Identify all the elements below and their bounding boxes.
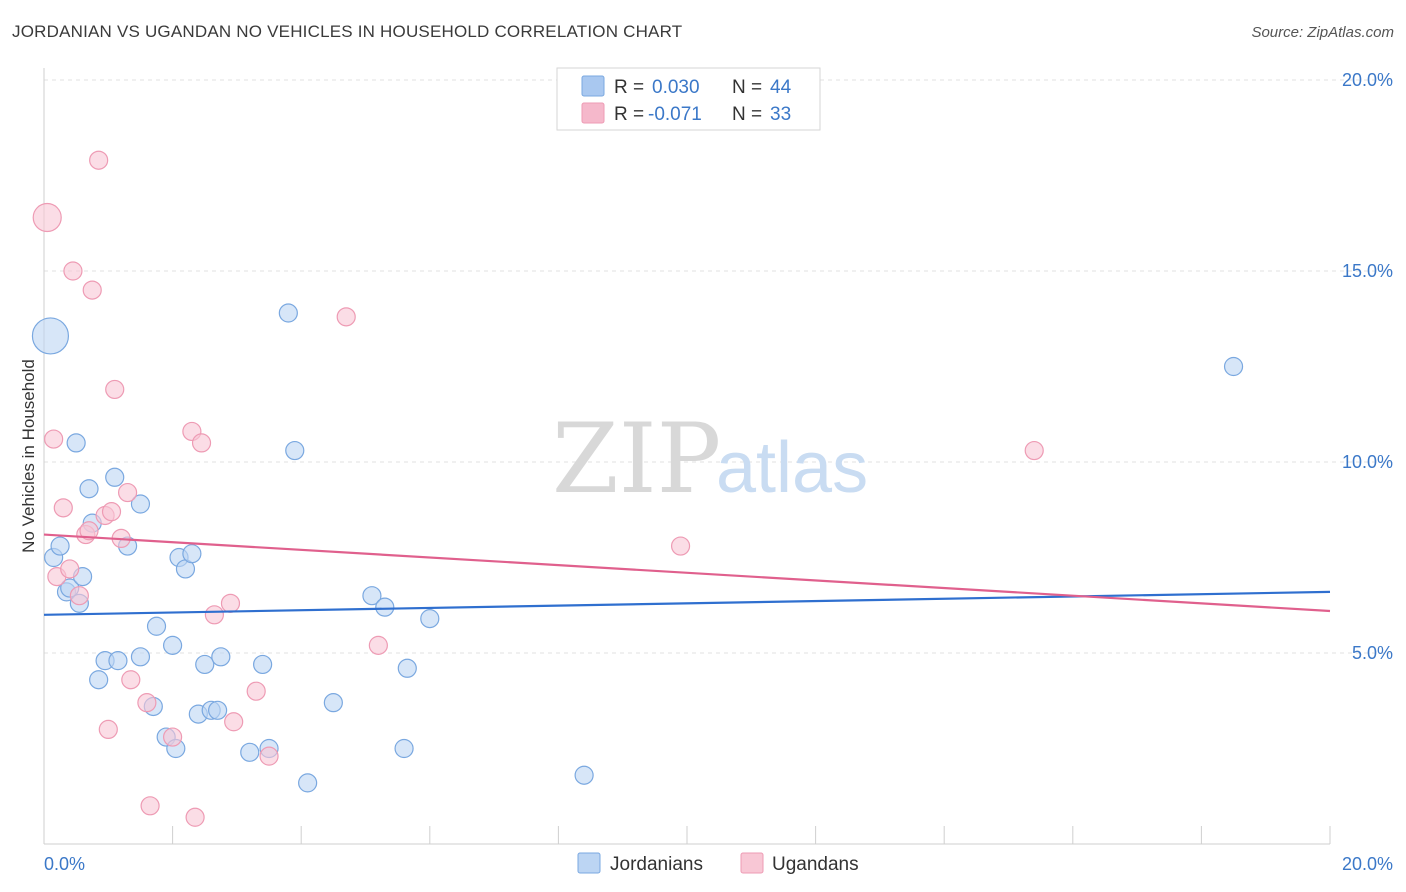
ugandan-point [224, 712, 244, 732]
ugandan-point [101, 502, 122, 522]
r-label-ugandans: R = [614, 104, 644, 125]
jordanian-point [211, 647, 231, 667]
jordanian-point [208, 700, 228, 720]
x-tick-label: 0.0% [44, 854, 85, 874]
legend-ugandans: Ugandans [772, 854, 859, 875]
jordanian-point [130, 494, 151, 514]
jordanian-point [375, 597, 395, 617]
watermark-zip: ZIP [552, 403, 721, 515]
jordanian-point [240, 742, 260, 762]
jordanian-point [278, 303, 298, 323]
legend-ugandans-swatch [740, 852, 764, 874]
jordanian-point [420, 609, 440, 629]
r-value-jordanians: 0.030 [652, 77, 700, 98]
ugandan-point [336, 307, 356, 327]
ugandan-point [246, 681, 266, 701]
jordanian-point [195, 654, 215, 675]
r-label-jordanians: R = [614, 77, 644, 98]
axes [43, 68, 1331, 845]
n-value-ugandans: 33 [770, 104, 791, 125]
jordanian-point [31, 317, 70, 355]
jordanian-point [362, 586, 382, 606]
chart-title: JORDANIAN VS UGANDAN NO VEHICLES IN HOUS… [12, 22, 683, 41]
y-tick-label: 20.0% [1342, 70, 1393, 90]
ugandan-point [44, 429, 64, 449]
legend-jordanians-swatch [577, 852, 601, 874]
ugandan-point [204, 605, 224, 625]
ugandan-point [259, 746, 279, 766]
n-value-jordanians: 44 [770, 77, 792, 98]
ugandan-point [89, 150, 109, 170]
jordanian-point [323, 693, 343, 713]
ugandan-point [105, 379, 125, 400]
jordanians-swatch [581, 75, 605, 97]
ugandan-point [185, 807, 205, 827]
legend-jordanians: Jordanians [610, 854, 703, 875]
ugandan-point [82, 280, 102, 300]
ugandan-point [117, 482, 138, 503]
jordanian-point [105, 467, 125, 487]
ugandan-point [670, 536, 691, 556]
r-value-ugandans: -0.071 [648, 104, 702, 125]
jordanian-point [130, 647, 151, 667]
y-tick-label: 15.0% [1342, 261, 1393, 281]
n-label-ugandans: N = [732, 104, 762, 125]
y-axis-label: No Vehicles in Household [19, 359, 38, 553]
y-tick-label: 10.0% [1342, 452, 1393, 472]
jordanian-trend-line [43, 590, 1331, 616]
jordanian-point [298, 773, 318, 793]
ugandan-point [63, 261, 83, 281]
ugandan-point [32, 202, 62, 233]
stats-legend: R = 0.030 N = 44 R = -0.071 N = 33 [556, 67, 821, 131]
watermark: ZIP atlas [552, 403, 868, 515]
x-tick-label: 20.0% [1342, 854, 1393, 874]
ugandan-point [60, 559, 80, 579]
tick-labels: 5.0% 10.0% 15.0% 20.0% 0.0% 20.0% [44, 70, 1393, 874]
ugandan-point [79, 521, 99, 541]
source-label: Source: ZipAtlas.com [1251, 24, 1394, 41]
series-legend: Jordanians Ugandans [577, 852, 859, 875]
jordanian-point [285, 440, 305, 461]
jordanian-point [163, 635, 183, 655]
jordanian-point [574, 765, 594, 785]
n-label-jordanians: N = [732, 77, 762, 98]
ugandan-point [220, 593, 241, 613]
ugandan-point [121, 670, 141, 690]
jordanian-point [89, 670, 109, 690]
ugandan-point [368, 635, 388, 655]
jordanian-point [253, 654, 273, 675]
ugandan-point [163, 727, 183, 747]
ugandan-point [137, 693, 157, 713]
ugandan-point [140, 796, 160, 816]
jordanian-point [394, 738, 414, 759]
ugandan-point [69, 586, 89, 606]
ugandan-point [191, 433, 212, 453]
ugandan-point [1024, 440, 1044, 461]
watermark-atlas: atlas [716, 428, 868, 508]
ugandans-swatch [581, 102, 605, 124]
ugandan-point [53, 498, 73, 518]
jordanian-point [66, 433, 86, 453]
grid [44, 79, 1392, 654]
trend-lines [43, 533, 1331, 616]
ugandan-trend-line [43, 533, 1331, 613]
jordanian-point [397, 658, 417, 678]
jordanian-point [146, 616, 167, 636]
jordanian-point [182, 544, 202, 564]
jordanian-point [50, 536, 70, 556]
jordanian-point [1223, 356, 1244, 377]
jordanian-point [79, 479, 99, 499]
y-tick-label: 5.0% [1352, 643, 1393, 663]
ugandan-point [98, 719, 118, 740]
jordanian-point [108, 651, 128, 671]
